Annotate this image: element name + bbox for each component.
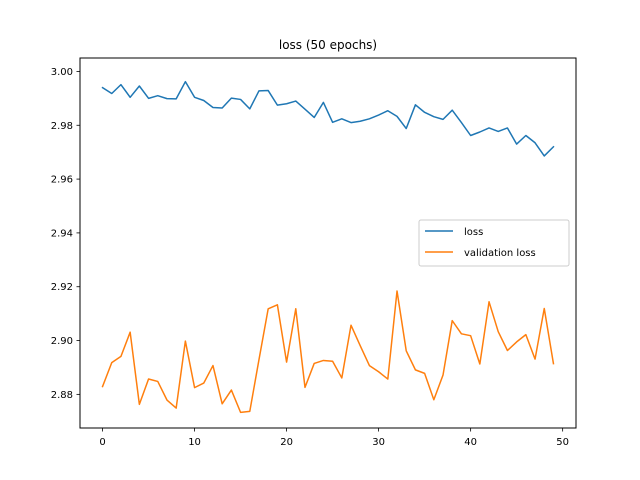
x-tick-label: 10 — [188, 437, 201, 448]
legend-label-loss: loss — [464, 227, 483, 238]
x-tick-label: 0 — [99, 437, 105, 448]
legend-label-validation-loss: validation loss — [464, 248, 536, 259]
series-line-loss — [101, 80, 555, 157]
legend: loss validation loss — [418, 219, 570, 267]
y-tick-label: 2.98 — [51, 121, 73, 132]
chart-title: loss (50 epochs) — [279, 38, 377, 52]
y-tick-label: 2.96 — [51, 175, 73, 186]
x-tick-label: 50 — [556, 437, 569, 448]
legend-box — [418, 219, 570, 267]
plot-lines — [101, 80, 555, 414]
x-tick-label: 20 — [280, 437, 293, 448]
y-tick-label: 2.94 — [51, 228, 73, 239]
x-tick-label: 30 — [372, 437, 385, 448]
y-tick-label: 2.92 — [51, 282, 73, 293]
y-tick-label: 3.00 — [51, 67, 73, 78]
x-axis: 0 10 20 30 40 50 — [99, 428, 569, 448]
y-tick-label: 2.88 — [51, 390, 73, 401]
x-tick-label: 40 — [464, 437, 477, 448]
series-line-validation-loss — [101, 290, 555, 414]
y-axis: 2.88 2.90 2.92 2.94 2.96 2.98 3.00 — [51, 67, 80, 401]
y-tick-label: 2.90 — [51, 336, 73, 347]
plot-area-frame — [79, 57, 577, 429]
